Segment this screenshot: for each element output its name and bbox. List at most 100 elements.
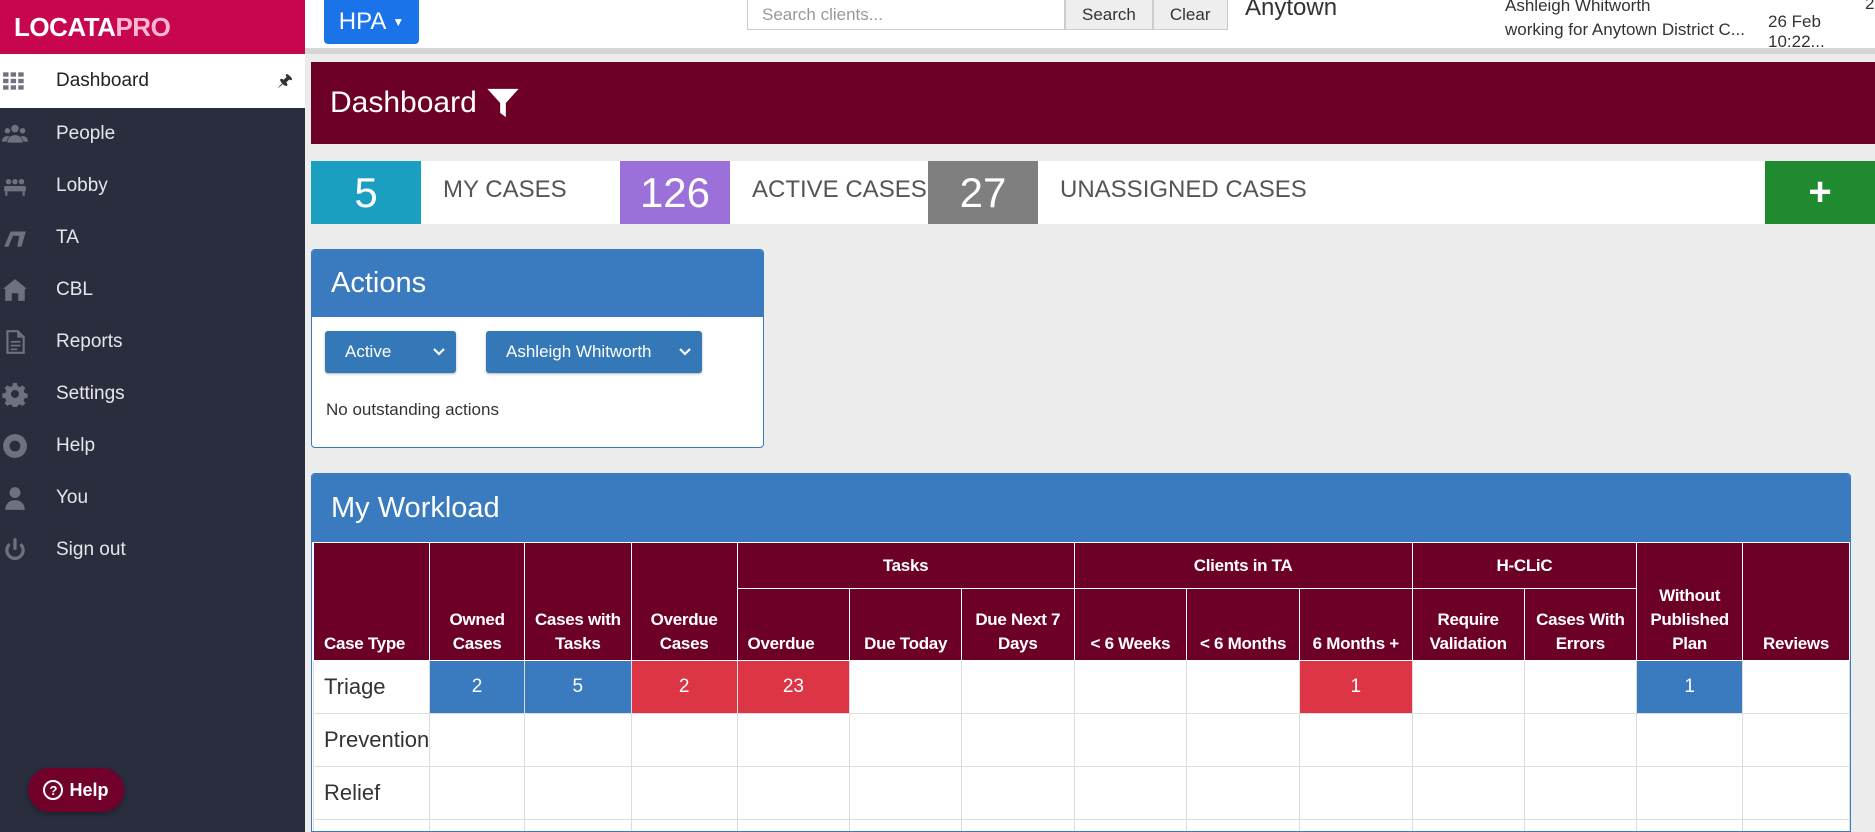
table-cell	[1742, 819, 1850, 831]
actions-panel: Actions Active Ashleigh Whitworth No out…	[311, 249, 764, 448]
sidebar-item-label: Reports	[56, 331, 123, 352]
sidebar-item-settings[interactable]: Settings	[0, 368, 305, 420]
table-cell[interactable]: 1	[1636, 660, 1744, 714]
sidebar-item-help[interactable]: Help	[0, 420, 305, 472]
sidebar: LOCATAPRO Dashboard 🖈 People Lobby TA CB…	[0, 0, 305, 832]
sidebar-item-lobby[interactable]: Lobby	[0, 160, 305, 212]
table-cell	[429, 713, 525, 767]
power-icon	[0, 537, 56, 563]
table-cell	[960, 766, 1075, 820]
sidebar-item-label: Settings	[56, 383, 125, 404]
table-cell	[1523, 713, 1638, 767]
table-cell	[524, 713, 632, 767]
col-cases-with-errors: Cases With Errors	[1523, 588, 1638, 661]
sidebar-item-label: People	[56, 123, 116, 144]
active-cases-count[interactable]: 126	[620, 161, 730, 224]
table-cell	[960, 713, 1075, 767]
table-cell	[1523, 766, 1638, 820]
page-title: Dashboard	[330, 86, 477, 119]
table-cell	[1186, 713, 1300, 767]
table-cell	[1742, 766, 1850, 820]
chevron-down-icon	[679, 348, 691, 356]
col-lt-6-months: < 6 Months	[1186, 588, 1300, 661]
sidebar-item-sign-out[interactable]: Sign out	[0, 524, 305, 576]
sidebar-item-cbl[interactable]: CBL	[0, 264, 305, 316]
table-cell	[524, 819, 632, 831]
user-select[interactable]: Ashleigh Whitworth	[486, 331, 702, 373]
sidebar-item-label: You	[56, 487, 89, 508]
table-cell	[1186, 766, 1300, 820]
table-cell[interactable]: 2	[630, 660, 738, 714]
add-case-button[interactable]: +	[1765, 161, 1875, 224]
user-name: Ashleigh Whitworth	[1505, 0, 1651, 15]
table-cell[interactable]: 23	[736, 660, 851, 714]
stats-bar: 5 MY CASES 126 ACTIVE CASES 27 UNASSIGNE…	[311, 161, 1875, 224]
sidebar-item-ta[interactable]: TA	[0, 212, 305, 264]
user-select-value: Ashleigh Whitworth	[506, 342, 652, 361]
table-cell	[1523, 660, 1638, 714]
table-row: Prevention	[312, 713, 1850, 767]
table-cell[interactable]: 2	[429, 660, 525, 714]
area-name: Anytown	[1245, 0, 1338, 21]
col-group-clients-in-ta: Clients in TA	[1073, 542, 1413, 589]
table-cell	[736, 766, 851, 820]
search-input[interactable]: Search clients...	[747, 0, 1065, 30]
col-require-validation: Require Validation	[1411, 588, 1525, 661]
my-cases-label[interactable]: MY CASES	[443, 176, 567, 203]
pin-icon[interactable]: 🖈	[277, 71, 293, 90]
unassigned-cases-label[interactable]: UNASSIGNED CASES	[1060, 176, 1307, 203]
clear-button[interactable]: Clear	[1152, 0, 1228, 30]
question-icon: ?	[43, 780, 64, 800]
sidebar-nav: Dashboard 🖈 People Lobby TA CBL Reports …	[0, 54, 305, 576]
search-button[interactable]: Search	[1065, 0, 1153, 30]
search-bar: Search clients... Search Clear	[747, 0, 1228, 30]
table-cell	[1411, 766, 1525, 820]
logo-text-pro: PRO	[115, 11, 171, 42]
table-cell[interactable]: 1	[1298, 660, 1413, 714]
table-cell	[1073, 713, 1188, 767]
table-cell	[1411, 819, 1525, 831]
table-cell	[1298, 766, 1413, 820]
table-cell	[1742, 660, 1850, 714]
document-icon	[0, 329, 56, 355]
help-button-label: Help	[69, 779, 109, 800]
status-select[interactable]: Active	[325, 331, 456, 373]
sidebar-item-dashboard[interactable]: Dashboard 🖈	[0, 54, 305, 108]
table-row: Triage 2 5 2 23 1 1	[312, 660, 1850, 714]
table-cell	[849, 713, 962, 767]
table-cell	[630, 766, 738, 820]
table-row: Relief	[312, 766, 1850, 820]
table-cell	[1523, 819, 1638, 831]
table-cell	[1073, 660, 1188, 714]
table-cell	[736, 819, 851, 831]
table-cell	[630, 819, 738, 831]
col-owned-cases: Owned Cases	[429, 542, 525, 661]
org-label: HPA	[338, 8, 387, 35]
my-cases-count[interactable]: 5	[311, 161, 421, 224]
table-cell[interactable]: 5	[524, 660, 632, 714]
caret-down-icon: ▼	[392, 15, 405, 29]
unassigned-cases-count[interactable]: 27	[928, 161, 1038, 224]
org-dropdown-button[interactable]: HPA ▼	[324, 0, 419, 44]
sidebar-item-label: Sign out	[56, 539, 126, 560]
brand-logo[interactable]: LOCATAPRO	[0, 0, 305, 54]
sidebar-item-label: Help	[56, 435, 96, 456]
top-bar: HPA ▼ Search clients... Search Clear Any…	[305, 0, 1875, 54]
table-cell	[1186, 819, 1300, 831]
sidebar-item-people[interactable]: People	[0, 108, 305, 160]
active-cases-label[interactable]: ACTIVE CASES	[752, 176, 927, 203]
filter-icon[interactable]	[485, 86, 521, 120]
col-cases-with-tasks: Cases with Tasks	[524, 542, 632, 661]
user-info[interactable]: Ashleigh Whitworth working for Anytown D…	[1505, 0, 1745, 42]
table-cell	[1073, 819, 1188, 831]
sidebar-item-label: CBL	[56, 279, 93, 300]
sidebar-item-you[interactable]: You	[0, 472, 305, 524]
col-group-tasks: Tasks	[736, 542, 1075, 589]
notification-count[interactable]: 2	[1865, 0, 1875, 13]
sidebar-item-reports[interactable]: Reports	[0, 316, 305, 368]
table-cell	[429, 819, 525, 831]
table-cell	[1742, 713, 1850, 767]
help-button[interactable]: ? Help	[28, 768, 124, 812]
case-type-cell: Prevention	[312, 713, 431, 767]
workload-title: My Workload	[312, 474, 1850, 542]
